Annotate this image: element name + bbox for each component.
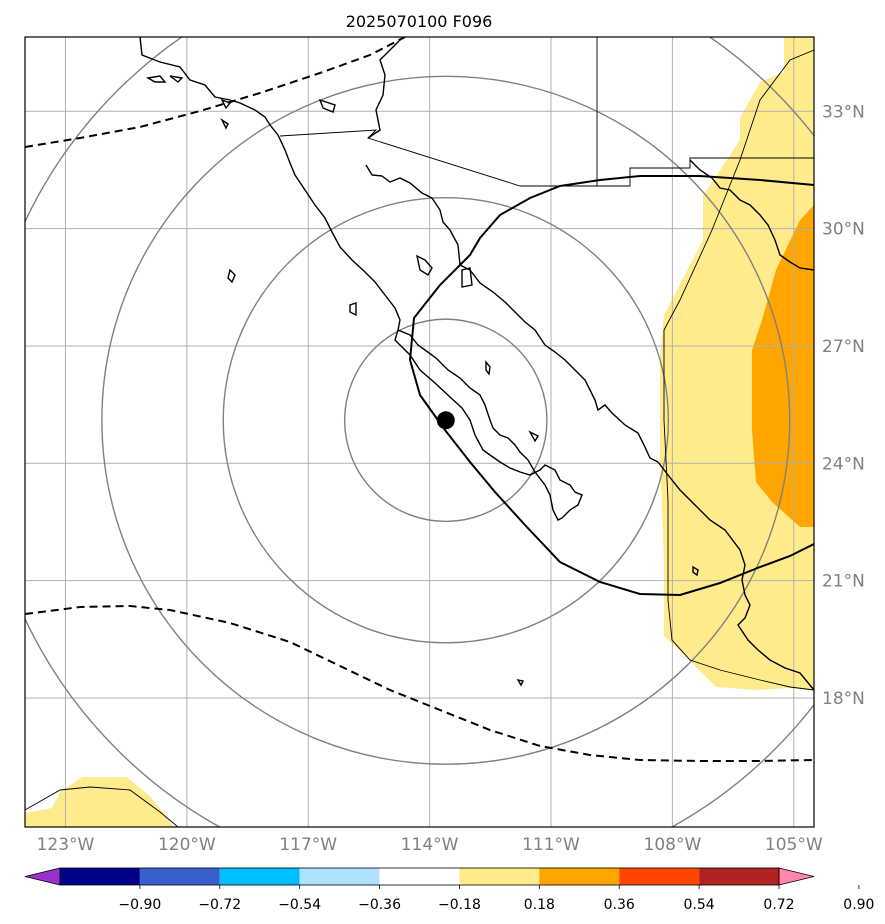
borders xyxy=(25,37,814,827)
range-ring xyxy=(343,318,548,523)
lon-tick-label: 105°W xyxy=(765,835,823,855)
sinaloa-coast xyxy=(657,461,814,691)
contours xyxy=(25,37,814,762)
colorbar-tick-label: 0.72 xyxy=(763,897,794,913)
contour-solid-south xyxy=(409,359,814,597)
range-ring xyxy=(101,75,791,765)
fill-region-light-southwest xyxy=(25,777,174,827)
map-title: 2025070100 F096 xyxy=(346,12,493,31)
colorbar-segment xyxy=(539,868,620,885)
longitude-labels: 123°W 120°W 117°W 114°W 111°W 108°W 105°W xyxy=(37,835,823,855)
baja-pacific-coast xyxy=(139,37,491,456)
colorbar-segment xyxy=(219,868,300,885)
colorbar-tick-label: 0.18 xyxy=(524,897,555,913)
island-espiritu xyxy=(528,430,539,443)
lon-tick-label: 108°W xyxy=(644,835,702,855)
colorbar-segment xyxy=(699,868,779,885)
contour-solid-east xyxy=(409,175,814,361)
colorbar-segment xyxy=(299,868,380,885)
range-rings xyxy=(25,37,814,827)
colorbar-tick-label: 0.36 xyxy=(604,897,635,913)
lat-tick-label: 33°N xyxy=(822,102,865,122)
map-area xyxy=(25,37,814,827)
mainland-coast xyxy=(367,39,401,139)
island-tres-marias xyxy=(692,565,699,577)
colorbar-extend-high xyxy=(778,867,815,886)
colorbar-tick-label: −0.18 xyxy=(438,897,481,913)
lat-tick-label: 27°N xyxy=(822,337,865,357)
baja-south-coast xyxy=(397,329,583,521)
island-coronado xyxy=(318,98,336,113)
colorbar-segment xyxy=(139,868,220,885)
coastline xyxy=(139,37,814,691)
fill-region-light-east xyxy=(660,37,814,690)
range-ring xyxy=(222,197,670,644)
baja-gulf-coast xyxy=(365,164,659,463)
colorbar-extend-low xyxy=(24,867,61,886)
island-cedros xyxy=(227,268,236,284)
island-carmen xyxy=(485,360,491,376)
lat-tick-label: 18°N xyxy=(822,689,865,709)
mexico-state-line xyxy=(663,49,814,691)
colorbar-tick-label: −0.90 xyxy=(118,897,161,913)
island-margarita xyxy=(349,302,357,317)
island-san-benito xyxy=(220,117,229,130)
lat-tick-label: 24°N xyxy=(822,454,865,474)
colorbar-frame xyxy=(59,867,780,886)
colorbar-tick-label: −0.72 xyxy=(198,897,241,913)
island-angel xyxy=(461,267,473,288)
island-socorro xyxy=(516,679,525,687)
colorbar-tick-label: −0.54 xyxy=(278,897,321,913)
island-guadalupe xyxy=(220,98,232,110)
lon-tick-label: 123°W xyxy=(37,835,95,855)
southwest-boundary xyxy=(25,786,179,827)
anomaly-fill xyxy=(25,37,814,827)
us-mexico-border xyxy=(279,37,814,187)
contour-dashed-south xyxy=(25,604,814,762)
lat-tick-label: 21°N xyxy=(822,572,865,592)
lon-tick-label: 111°W xyxy=(522,835,580,855)
contour-dashed-north xyxy=(25,37,406,148)
lon-tick-label: 114°W xyxy=(401,835,459,855)
colorbar-tick-label: 0.54 xyxy=(684,897,715,913)
lat-tick-label: 30°N xyxy=(822,220,865,240)
colorbar-segment xyxy=(459,868,540,885)
map-frame xyxy=(24,36,815,828)
lon-tick-label: 117°W xyxy=(279,835,337,855)
colorbar-segment xyxy=(619,868,700,885)
colorbar-segment xyxy=(60,868,140,885)
island-channel-1 xyxy=(145,75,167,83)
colorbar-tick-label: 0.90 xyxy=(843,897,874,913)
fill-region-orange-east xyxy=(752,205,814,527)
island-channel-2 xyxy=(169,75,184,83)
sonora-coast xyxy=(689,159,814,271)
island-tiburon xyxy=(416,254,433,276)
colorbar-segment xyxy=(379,868,460,885)
lon-tick-label: 120°W xyxy=(158,835,216,855)
latitude-labels: 33°N 30°N 27°N 24°N 21°N 18°N xyxy=(822,102,865,709)
colorbar-tick-label: −0.36 xyxy=(358,897,401,913)
storm-center-marker xyxy=(436,411,455,430)
colorbar: −0.90 −0.72 −0.54 −0.36 −0.18 0.18 0.36 0.54 0.7… xyxy=(24,867,874,913)
